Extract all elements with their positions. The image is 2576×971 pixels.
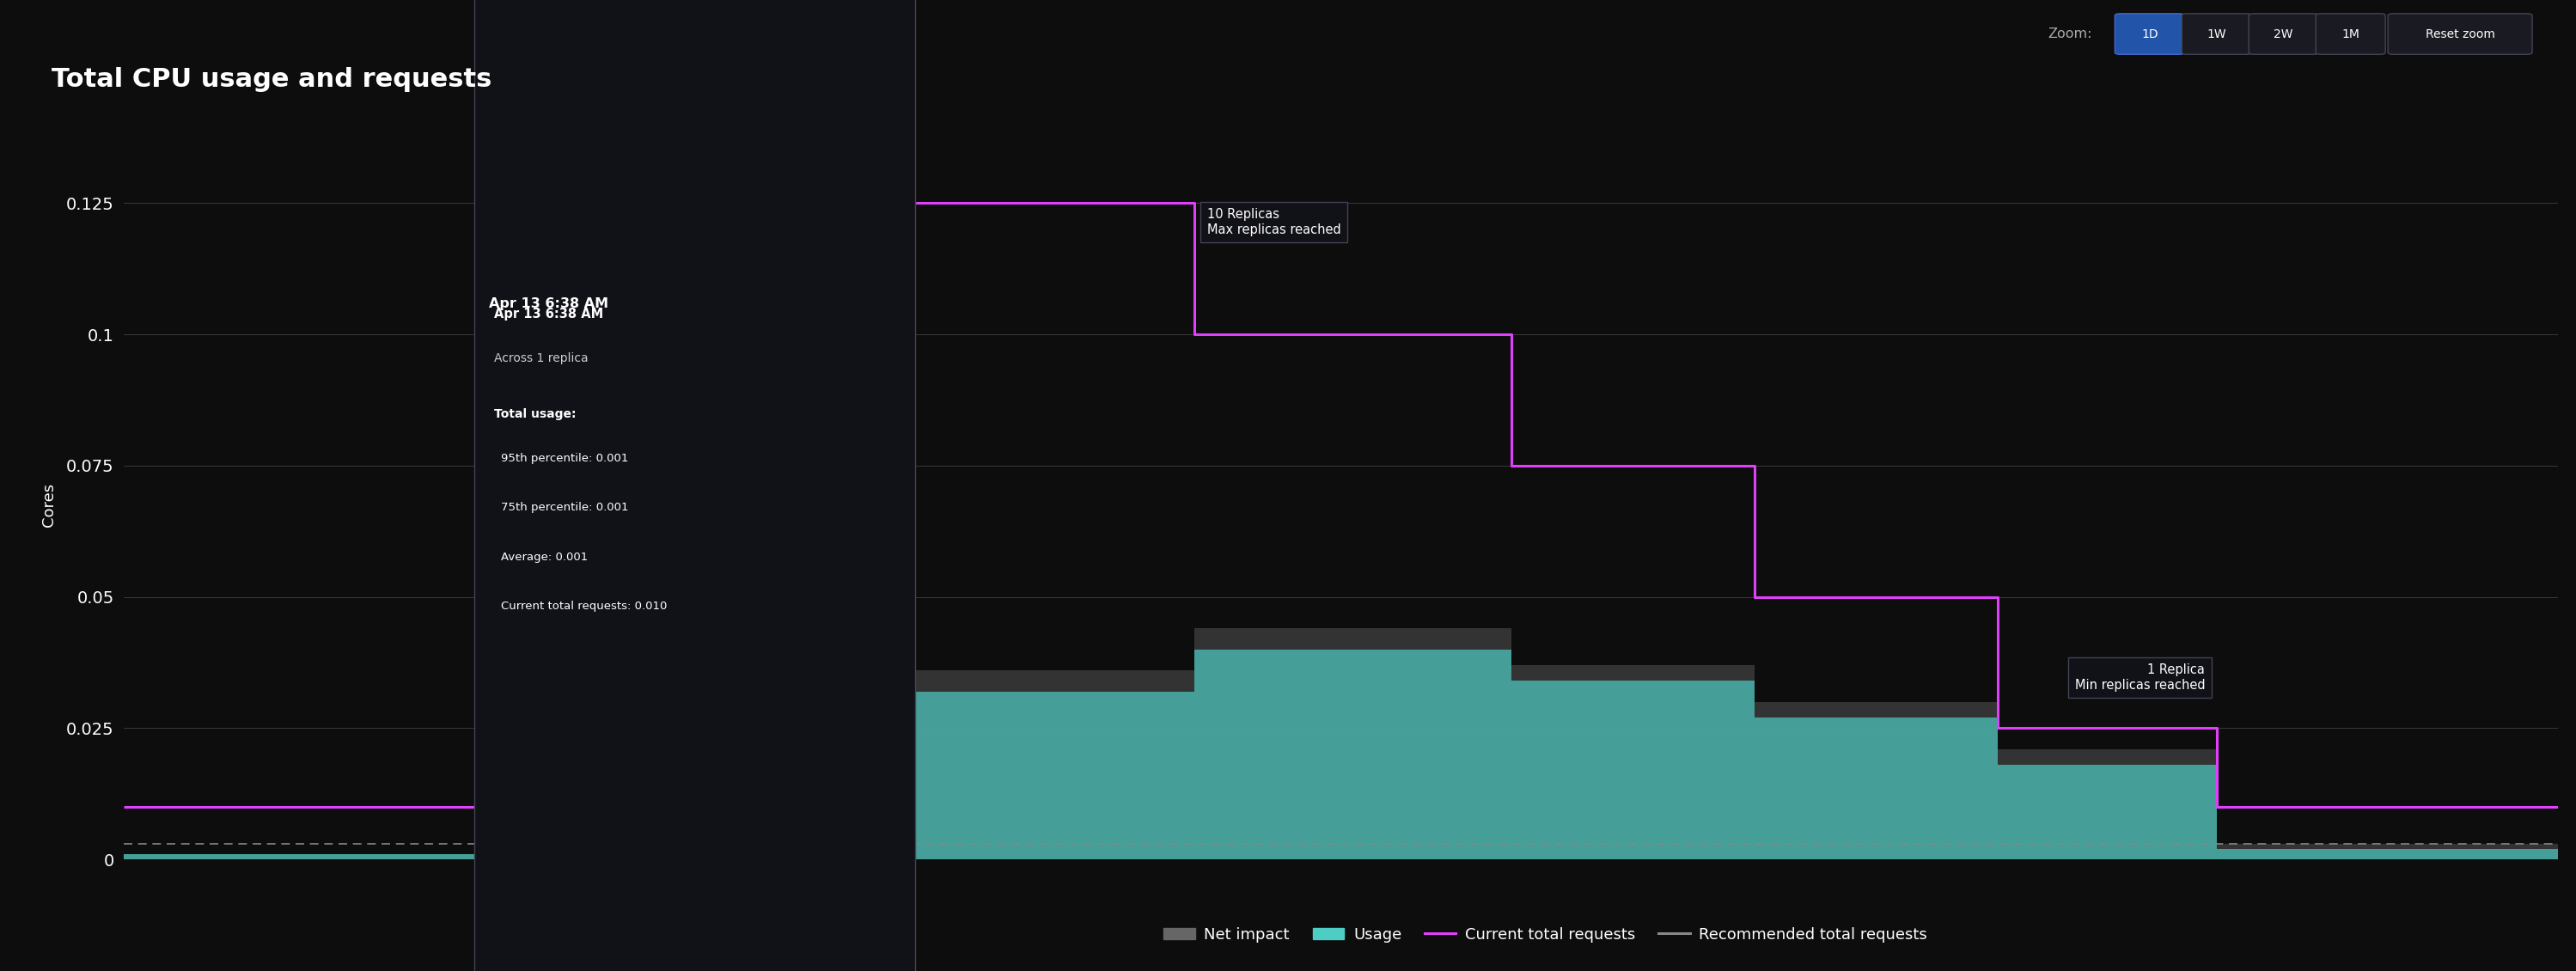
Text: 95th percentile: 0.001: 95th percentile: 0.001 (502, 453, 629, 464)
FancyBboxPatch shape (474, 0, 914, 971)
Text: Apr 13 6:38 AM: Apr 13 6:38 AM (489, 297, 608, 311)
Text: 1D: 1D (2141, 28, 2159, 40)
Text: Reset zoom: Reset zoom (2427, 28, 2494, 40)
Text: Total CPU usage and requests: Total CPU usage and requests (52, 67, 492, 92)
Text: 1W: 1W (2208, 28, 2226, 40)
Text: 2W: 2W (2275, 28, 2293, 40)
Y-axis label: Cores: Cores (41, 483, 57, 527)
Legend: Net impact, Usage, Current total requests, Recommended total requests: Net impact, Usage, Current total request… (1157, 921, 1935, 949)
Text: Across 1 replica: Across 1 replica (495, 352, 587, 365)
Text: 1M: 1M (2342, 28, 2360, 40)
Text: 10 Replicas
Max replicas reached: 10 Replicas Max replicas reached (1208, 208, 1340, 236)
Text: Zoom:: Zoom: (2048, 27, 2092, 41)
Text: 1 Replica
Min replicas reached: 1 Replica Min replicas reached (2074, 663, 2205, 691)
Text: Current total requests: 0.010: Current total requests: 0.010 (502, 600, 667, 612)
Text: 75th percentile: 0.001: 75th percentile: 0.001 (502, 502, 629, 514)
Text: Average: 0.001: Average: 0.001 (502, 552, 587, 562)
Text: Apr 13 6:38 AM: Apr 13 6:38 AM (495, 308, 603, 320)
Text: Total usage:: Total usage: (495, 408, 574, 419)
